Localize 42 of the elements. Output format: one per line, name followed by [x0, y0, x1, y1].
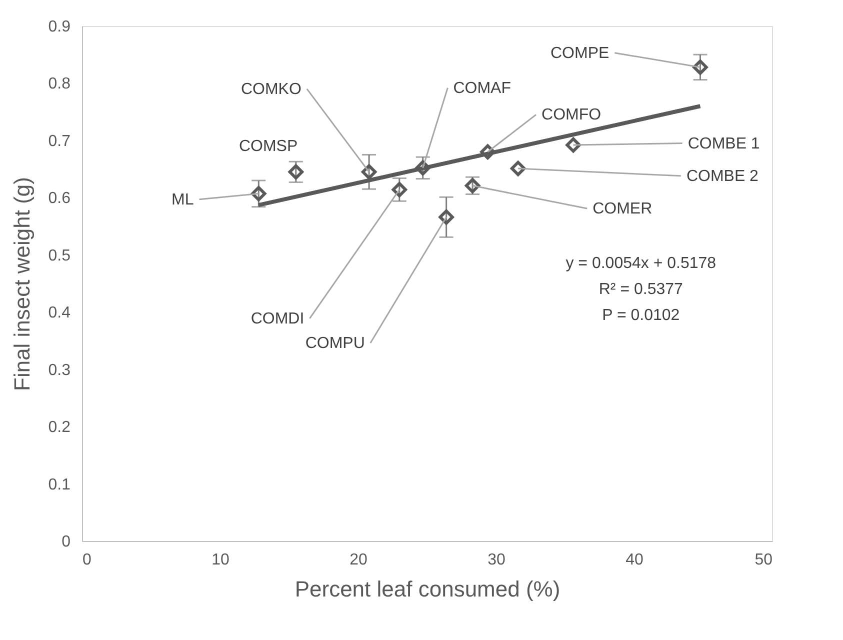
point — [251, 186, 266, 202]
point — [415, 160, 430, 176]
y-tick-label: 0.5 — [48, 247, 71, 264]
annotation: COMBE 1 — [688, 135, 760, 152]
point — [480, 144, 496, 160]
y-tick-label: 0.4 — [48, 304, 71, 322]
y-tick-label: 0.9 — [48, 18, 71, 36]
point — [566, 137, 581, 153]
x-tick-label: 20 — [350, 552, 368, 568]
x-tick-label: 30 — [488, 552, 506, 568]
annotation: COMAF — [453, 80, 512, 97]
point — [288, 164, 304, 180]
x-axis-title: Percent leaf consumed (%) — [294, 576, 560, 602]
x-tick-label: 0 — [82, 552, 92, 568]
y-tick-label: 0.2 — [48, 419, 71, 436]
annotation: COMER — [592, 200, 652, 218]
x-tick-label: 10 — [212, 552, 230, 568]
point — [510, 160, 526, 176]
x-tick-label: 40 — [626, 552, 644, 568]
annotation: y = 0.0054x + 0.5178 — [566, 254, 716, 272]
y-axis-title: Final insect weight (g) — [9, 177, 34, 391]
point — [392, 182, 408, 198]
y-tick-label: 0.8 — [48, 76, 71, 93]
annotation: COMPE — [550, 44, 610, 62]
y-tick-label: 0 — [62, 534, 71, 550]
annotation: COMDI — [250, 310, 304, 328]
annotation: R² = 0.5377 — [598, 280, 684, 298]
annotation: COMFO — [542, 106, 602, 124]
annotation: COMPU — [305, 335, 365, 352]
y-tick-label: 0.1 — [48, 476, 71, 494]
y-tick-label: 0.7 — [48, 132, 71, 150]
y-tick-label: 0.6 — [48, 190, 71, 208]
x-tick-label: 50 — [754, 552, 773, 568]
y-tick-label: 0.3 — [48, 362, 71, 379]
annotation: COMKO — [240, 80, 302, 98]
point — [692, 60, 708, 75]
annotation: ML — [172, 191, 194, 208]
annotation: P = 0.0102 — [602, 306, 680, 324]
annotation: COMSP — [238, 138, 298, 156]
point — [438, 210, 454, 225]
annotation: COMBE 2 — [686, 168, 759, 185]
point — [361, 164, 377, 180]
